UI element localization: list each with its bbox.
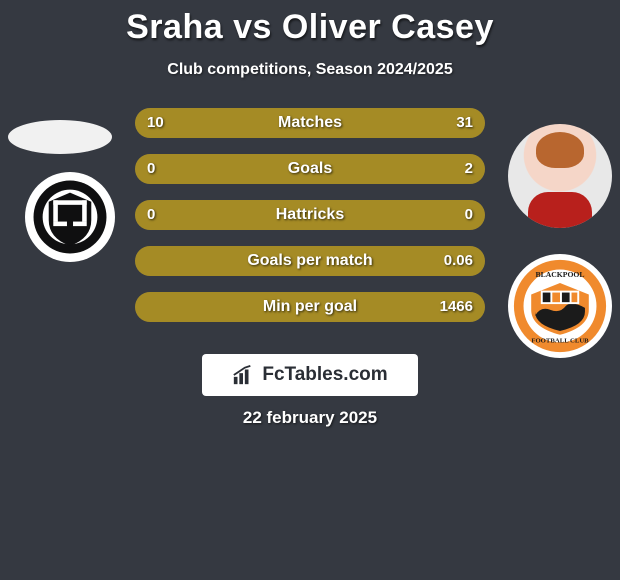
stat-row: Goals per match0.06 — [135, 246, 485, 276]
svg-text:BLACKPOOL: BLACKPOOL — [535, 270, 584, 279]
stat-row: 10Matches31 — [135, 108, 485, 138]
player-right-avatar — [508, 124, 612, 228]
club-badge-icon: BLACKPOOL FOOTBALL CLUB — [512, 258, 608, 354]
subtitle: Club competitions, Season 2024/2025 — [0, 61, 620, 79]
club-left-crest — [25, 172, 115, 262]
stat-value-right: 1466 — [440, 292, 473, 322]
shield-icon — [32, 179, 108, 255]
svg-text:FOOTBALL CLUB: FOOTBALL CLUB — [531, 337, 589, 344]
site-label: FcTables.com — [262, 364, 387, 386]
date-label: 22 february 2025 — [0, 408, 620, 428]
stat-row: 0Goals2 — [135, 154, 485, 184]
club-right-crest: BLACKPOOL FOOTBALL CLUB — [508, 254, 612, 358]
stat-label: Goals per match — [135, 246, 485, 276]
stat-value-right: 2 — [465, 154, 473, 184]
stats-list: 10Matches310Goals20Hattricks0Goals per m… — [135, 108, 485, 338]
bar-chart-icon — [232, 364, 254, 386]
player-left-avatar — [8, 120, 112, 154]
stat-label: Goals — [135, 154, 485, 184]
site-badge: FcTables.com — [202, 354, 418, 396]
comparison-infographic: Sraha vs Oliver Casey Club competitions,… — [0, 0, 620, 580]
stat-label: Min per goal — [135, 292, 485, 322]
stat-value-right: 0 — [465, 200, 473, 230]
page-title: Sraha vs Oliver Casey — [0, 0, 620, 47]
stat-value-right: 31 — [456, 108, 473, 138]
stat-row: Min per goal1466 — [135, 292, 485, 322]
stat-row: 0Hattricks0 — [135, 200, 485, 230]
stat-label: Matches — [135, 108, 485, 138]
stat-label: Hattricks — [135, 200, 485, 230]
stat-value-right: 0.06 — [444, 246, 473, 276]
